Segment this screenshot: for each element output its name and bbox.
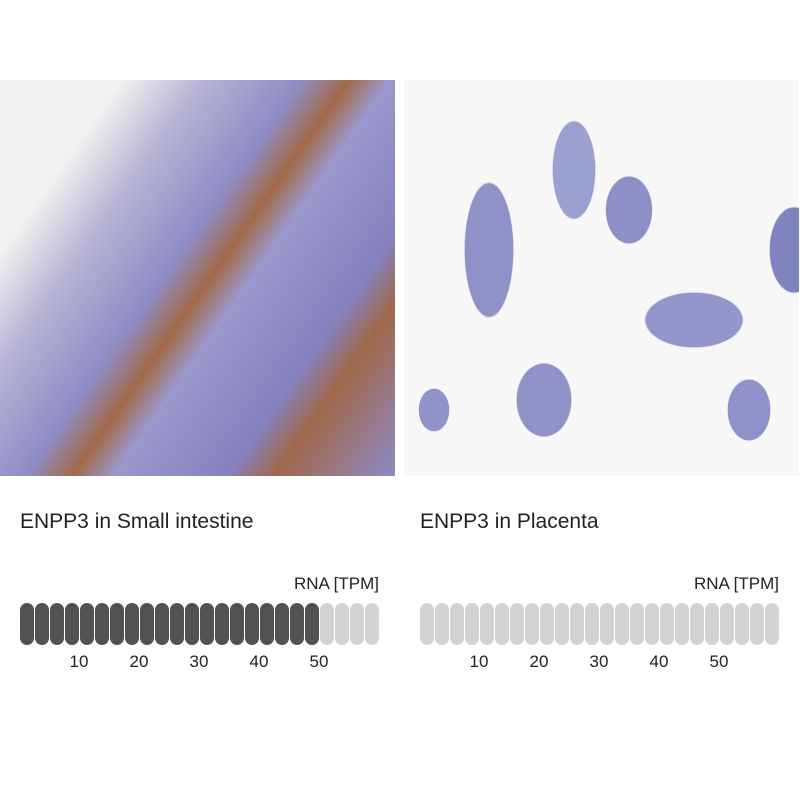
bar-segment-empty bbox=[450, 603, 464, 645]
rna-label: RNA [TPM] bbox=[293, 574, 379, 593]
bar-segment-empty bbox=[525, 603, 539, 645]
bar-segment-empty bbox=[480, 603, 494, 645]
bar-segment-empty bbox=[465, 603, 479, 645]
bar-segment-empty bbox=[750, 603, 764, 645]
tick-label: 40 bbox=[649, 652, 669, 671]
bar-segment-filled bbox=[200, 603, 214, 645]
bar-segment-filled bbox=[110, 603, 124, 645]
bar-segment-empty bbox=[690, 603, 704, 645]
panel-title: ENPP3 in Small intestine bbox=[20, 510, 254, 533]
bar-segment-filled bbox=[35, 603, 49, 645]
bar-segment-empty bbox=[660, 603, 674, 645]
bar-segment-filled bbox=[215, 603, 229, 645]
tick-label: 50 bbox=[709, 652, 729, 671]
bar-segment-empty bbox=[705, 603, 719, 645]
tick-label: 30 bbox=[189, 652, 209, 671]
bar-segment-empty bbox=[555, 603, 569, 645]
bar-segment-empty bbox=[350, 603, 364, 645]
bar-segment-filled bbox=[125, 603, 139, 645]
bar-segment-filled bbox=[275, 603, 289, 645]
tick-label: 10 bbox=[469, 652, 489, 671]
bar-segment-empty bbox=[615, 603, 629, 645]
bar-segment-empty bbox=[675, 603, 689, 645]
bar-segment-empty bbox=[645, 603, 659, 645]
panel-title: ENPP3 in Placenta bbox=[420, 510, 599, 533]
tick-label: 20 bbox=[129, 652, 149, 671]
bar-segment-empty bbox=[420, 603, 434, 645]
bar-segment-empty bbox=[510, 603, 524, 645]
tick-label: 40 bbox=[249, 652, 269, 671]
bar-segment-empty bbox=[570, 603, 584, 645]
bar-segment-filled bbox=[260, 603, 274, 645]
bar-segment-filled bbox=[305, 603, 319, 645]
bar-segment-filled bbox=[155, 603, 169, 645]
bar-segment-empty bbox=[335, 603, 349, 645]
tick-label: 50 bbox=[309, 652, 329, 671]
tissue-image-placenta bbox=[404, 80, 799, 476]
tick-label: 20 bbox=[529, 652, 549, 671]
tissue-image-small-intestine bbox=[0, 80, 395, 476]
bar-segment-filled bbox=[170, 603, 184, 645]
bar-segment-filled bbox=[230, 603, 244, 645]
bar-segment-filled bbox=[140, 603, 154, 645]
tick-label: 10 bbox=[69, 652, 89, 671]
bar-segment-filled bbox=[65, 603, 79, 645]
bar-segment-empty bbox=[435, 603, 449, 645]
tick-label: 30 bbox=[589, 652, 609, 671]
bar-segment-filled bbox=[95, 603, 109, 645]
bar-segment-filled bbox=[245, 603, 259, 645]
bar-segment-empty bbox=[320, 603, 334, 645]
bar-segment-empty bbox=[540, 603, 554, 645]
bar-segment-filled bbox=[50, 603, 64, 645]
bar-segment-empty bbox=[765, 603, 779, 645]
bar-segment-empty bbox=[585, 603, 599, 645]
bar-segment-empty bbox=[365, 603, 379, 645]
bar-segment-filled bbox=[80, 603, 94, 645]
bar-segment-filled bbox=[20, 603, 34, 645]
bar-segment-filled bbox=[290, 603, 304, 645]
bar-segment-empty bbox=[600, 603, 614, 645]
rna-label: RNA [TPM] bbox=[693, 574, 779, 593]
bar-segment-empty bbox=[720, 603, 734, 645]
bar-segment-empty bbox=[630, 603, 644, 645]
bar-segment-empty bbox=[495, 603, 509, 645]
bar-segment-filled bbox=[185, 603, 199, 645]
bar-segment-empty bbox=[735, 603, 749, 645]
